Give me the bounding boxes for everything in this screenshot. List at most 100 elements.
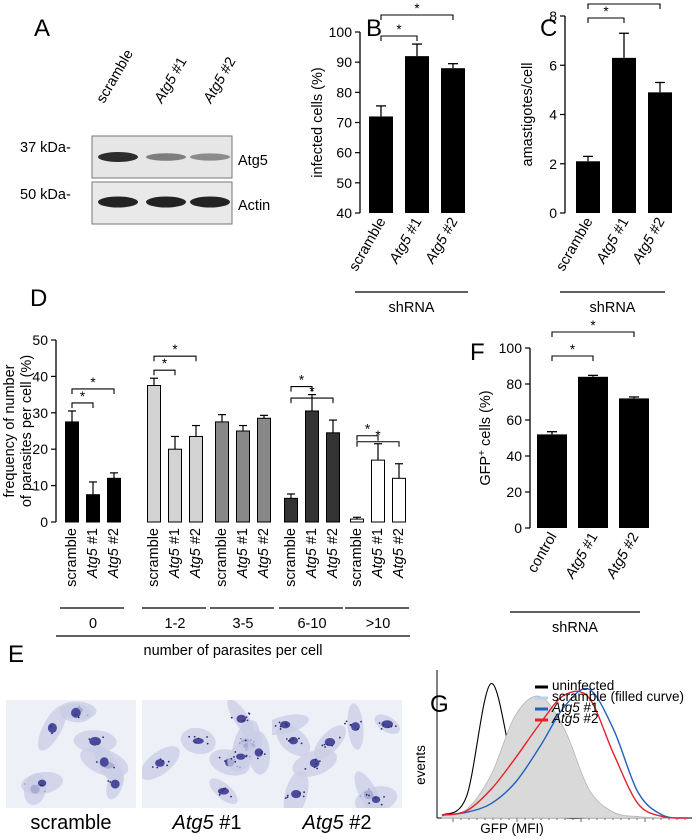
amastigote-dot — [218, 756, 221, 759]
panel-letter-c: C — [540, 15, 557, 42]
amastigote-dot — [230, 795, 232, 798]
amastigote-dot — [193, 735, 196, 738]
y-tick-label: 90 — [336, 54, 352, 70]
amastigote-dot — [197, 737, 200, 740]
amastigote-dot — [77, 716, 80, 719]
x-category-label: scramble — [346, 215, 389, 274]
significance-bracket — [356, 441, 400, 447]
y-axis-label-line2: of parasites per cell (%) — [19, 355, 35, 507]
x-axis-label: number of parasites per cell — [144, 643, 323, 659]
x-category-label: Atg5 #2 — [256, 528, 272, 579]
amastigote-dot — [233, 756, 235, 758]
significance-bracket — [356, 435, 379, 441]
cell-nucleus — [110, 779, 120, 789]
significance-star: * — [90, 375, 96, 390]
amastigote-dot — [382, 723, 385, 726]
bar-control — [537, 434, 567, 528]
amastigote-dot — [263, 753, 266, 755]
y-tick-label: 0 — [40, 514, 48, 530]
cell-nucleus — [99, 757, 109, 767]
amastigote-dot — [356, 728, 359, 731]
amastigote-dot — [248, 712, 251, 715]
panel-letter-g: G — [430, 691, 449, 718]
bar-atg52 — [648, 92, 672, 213]
bar-group-3-1 — [305, 410, 319, 523]
group-label: 1-2 — [165, 616, 186, 632]
x-category-label: Atg5 #2 — [325, 528, 341, 579]
bar-group-3-2 — [326, 432, 340, 523]
cell-nucleus — [288, 736, 299, 745]
y-tick-label: 40 — [32, 368, 48, 384]
amastigote-dot — [349, 724, 352, 726]
amastigote-dot — [221, 789, 224, 792]
significance-star: * — [590, 318, 596, 333]
micrograph-drawing — [142, 700, 272, 808]
amastigote-dot — [360, 720, 362, 723]
amastigote-dot — [383, 795, 385, 798]
y-axis-label: amastigotes/cell — [520, 63, 536, 167]
amastigote-dot — [188, 735, 191, 738]
significance-bracket — [71, 402, 94, 408]
x-category-label: Atg5 #1 — [304, 528, 320, 579]
construct-suffix: #1 — [213, 812, 242, 834]
y-tick-label: 40 — [336, 205, 352, 221]
amastigote-dot — [345, 720, 348, 723]
significance-bracket — [153, 369, 176, 376]
y-tick-label: 60 — [336, 145, 352, 161]
bar-atg51 — [612, 57, 636, 213]
amastigote-dot — [151, 766, 154, 768]
y-axis-label: GFP+ cells (%) — [477, 390, 495, 485]
amastigote-dot — [206, 742, 209, 745]
micrograph-label: Atg5 #1 — [142, 812, 272, 835]
significance-star: * — [365, 422, 371, 437]
x-category-label: Atg5 #2 — [106, 528, 122, 579]
legend-entry: scramble (filled curve) — [552, 689, 684, 704]
amastigote-dot — [39, 784, 42, 787]
significance-star: * — [309, 384, 315, 399]
x-axis-label: GFP (MFI) — [480, 821, 544, 836]
amastigote-dot — [162, 760, 165, 762]
gene-name: Atg5 — [172, 812, 214, 834]
y-tick-label: 60 — [506, 412, 522, 428]
y-tick-label: 0 — [514, 520, 522, 536]
significance-star: * — [172, 342, 178, 357]
x-category-label: Atg5 #2 — [188, 528, 204, 579]
amastigote-dot — [279, 728, 282, 730]
blot-band-atg5 — [190, 153, 230, 161]
significance-star: * — [396, 22, 402, 37]
panel-letter-b: B — [366, 15, 382, 42]
bar-group-2-2 — [257, 417, 271, 523]
cell-nucleus — [71, 707, 81, 718]
panel-f-chart: 0 20 40 60 80 100 GFP+ cells (%) control Atg5 #1… — [477, 318, 649, 636]
bar-atg52 — [441, 68, 465, 213]
amastigote-dot — [287, 740, 290, 742]
group-label: shRNA — [552, 620, 598, 636]
amastigote-dot — [224, 787, 227, 790]
x-category-label: control — [525, 530, 561, 576]
x-category-label: scramble — [146, 528, 162, 587]
significance-bracket — [153, 355, 197, 362]
amastigote-dot — [279, 725, 282, 728]
amastigote-dot — [286, 796, 289, 799]
x-category-label: Atg5 #1 — [167, 528, 183, 579]
panel-letter-a: A — [34, 15, 50, 42]
y-tick-label: 100 — [499, 340, 523, 356]
amastigote-dot — [246, 719, 249, 722]
significance-star: * — [570, 342, 576, 357]
y-axis-label: infected cells (%) — [310, 67, 326, 177]
y-axis-label-line1: frequency of number — [2, 364, 18, 497]
bar-scramble — [369, 116, 393, 213]
y-tick-label: 20 — [506, 484, 522, 500]
amastigote-dot — [338, 736, 341, 739]
amastigote-dot — [300, 742, 303, 745]
significance-star: * — [80, 389, 86, 404]
amastigote-dot — [107, 780, 110, 782]
amastigote-dot — [390, 725, 393, 728]
amastigote-dot — [74, 713, 77, 716]
amastigote-dot — [260, 752, 263, 755]
amastigote-dot — [256, 757, 259, 760]
bar-group-0-0 — [65, 421, 79, 523]
amastigote-dot — [206, 736, 208, 738]
